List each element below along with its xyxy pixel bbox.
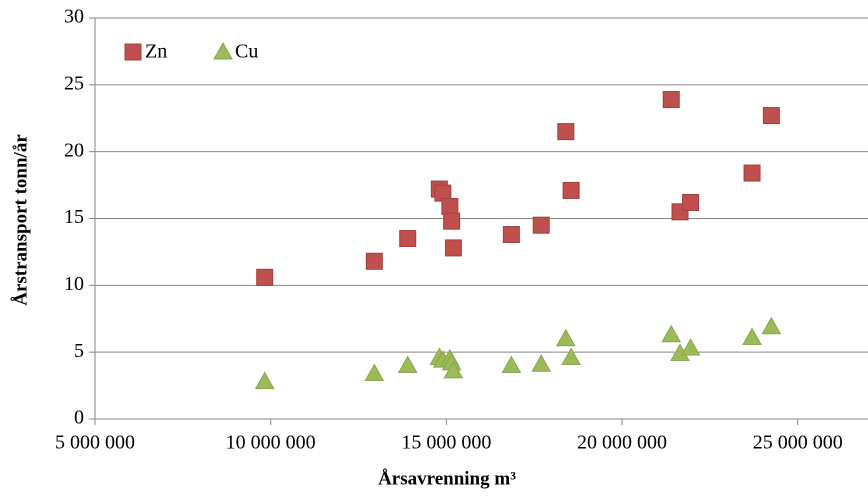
marker-square bbox=[399, 230, 417, 248]
marker-triangle bbox=[661, 324, 682, 343]
marker-triangle bbox=[561, 347, 581, 366]
legend-label: Cu bbox=[235, 41, 258, 63]
marker-square bbox=[682, 193, 700, 211]
x-tick-label: 25 000 000 bbox=[753, 432, 843, 454]
marker-triangle bbox=[364, 363, 385, 382]
x-axis-title: Årsavrenning m³ bbox=[378, 468, 516, 489]
y-tick-label: 5 bbox=[74, 340, 84, 362]
marker-square bbox=[256, 268, 274, 286]
marker-triangle bbox=[531, 354, 552, 372]
x-tick-label: 10 000 000 bbox=[226, 432, 316, 454]
y-tick-label: 25 bbox=[64, 72, 84, 94]
marker-triangle bbox=[761, 316, 782, 335]
marker-triangle bbox=[555, 328, 576, 347]
y-tick-label: 30 bbox=[64, 6, 84, 28]
y-tick-label: 10 bbox=[64, 273, 84, 295]
marker-square bbox=[502, 226, 520, 244]
marker-square bbox=[532, 216, 550, 234]
x-tick-label: 5 000 000 bbox=[55, 432, 135, 454]
marker-square bbox=[557, 123, 575, 141]
marker-triangle bbox=[501, 355, 522, 374]
marker-triangle bbox=[254, 371, 275, 390]
marker-square bbox=[444, 239, 462, 257]
marker-triangle bbox=[742, 327, 762, 345]
x-tick-label: 20 000 000 bbox=[577, 432, 667, 454]
y-tick-label: 20 bbox=[64, 139, 84, 161]
marker-triangle bbox=[443, 360, 464, 379]
legend-marker bbox=[213, 41, 233, 60]
marker-square bbox=[762, 107, 780, 125]
marker-square bbox=[562, 181, 580, 199]
marker-square bbox=[662, 91, 680, 109]
marker-triangle bbox=[680, 338, 701, 356]
marker-square bbox=[743, 164, 761, 182]
y-axis-title: Årstransport tonn/år bbox=[10, 134, 31, 306]
marker-square bbox=[365, 252, 383, 270]
legend-marker bbox=[124, 43, 142, 61]
x-tick-label: 15 000 000 bbox=[401, 432, 491, 454]
marker-square bbox=[443, 212, 461, 230]
legend-label: Zn bbox=[145, 41, 167, 63]
marker-triangle bbox=[397, 355, 418, 374]
y-tick-label: 0 bbox=[74, 407, 84, 429]
marker-square bbox=[441, 197, 459, 215]
y-tick-label: 15 bbox=[64, 206, 84, 228]
